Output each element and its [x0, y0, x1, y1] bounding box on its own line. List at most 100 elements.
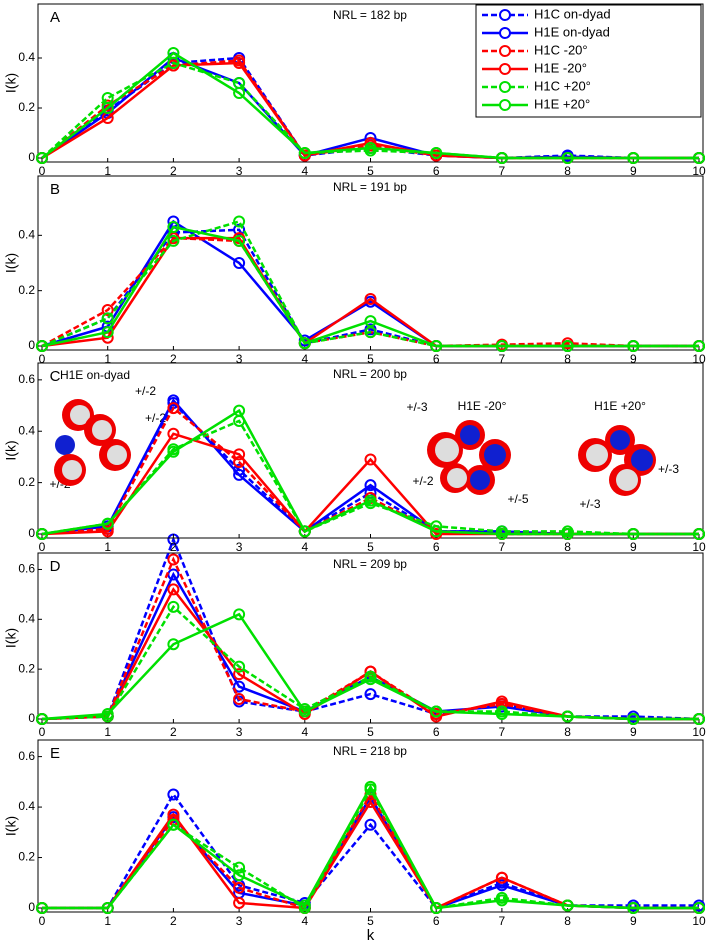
- x-tick-label: 0: [39, 540, 46, 554]
- data-point: [298, 147, 311, 159]
- legend-marker: [499, 27, 511, 39]
- data-point: [167, 553, 180, 566]
- data-point: [627, 340, 640, 352]
- data-point: [233, 404, 246, 417]
- x-tick-label: 3: [236, 352, 243, 366]
- x-tick-label: 6: [433, 914, 440, 928]
- data-point: [627, 528, 640, 540]
- x-tick-label: 9: [630, 725, 637, 739]
- series-line: [41, 612, 699, 721]
- y-axis-label: I(k): [3, 628, 19, 648]
- data-point: [233, 869, 246, 882]
- legend-marker: [499, 45, 511, 57]
- data-point: [36, 713, 48, 725]
- x-tick-label: 5: [367, 352, 374, 366]
- x-tick-label: 5: [367, 164, 374, 178]
- data-point: [298, 525, 311, 538]
- annotation: +/-3: [658, 462, 679, 476]
- y-tick-label: 0.6: [18, 372, 35, 386]
- x-tick-label: 6: [433, 540, 440, 554]
- data-point: [693, 152, 705, 164]
- data-point: [495, 871, 508, 884]
- legend-marker: [499, 81, 511, 93]
- data-point: [561, 152, 574, 164]
- data-point: [430, 525, 443, 538]
- x-tick-label: 9: [630, 540, 637, 554]
- data-point: [167, 445, 180, 458]
- data-point: [101, 304, 114, 317]
- y-axis-label: I(k): [3, 253, 19, 273]
- data-point: [36, 528, 48, 540]
- data-point: [627, 152, 640, 164]
- x-tick-label: 0: [39, 914, 46, 928]
- x-tick-label: 10: [692, 725, 706, 739]
- y-tick-label: 0.4: [18, 611, 35, 625]
- series-line: [42, 792, 699, 910]
- x-tick-label: 0: [39, 352, 46, 366]
- data-point: [364, 494, 377, 507]
- data-point: [101, 312, 114, 325]
- annotation: H1E -20°: [458, 399, 507, 413]
- panel-letter: D: [50, 558, 61, 575]
- x-tick-label: 3: [236, 164, 243, 178]
- data-point: [561, 899, 574, 912]
- x-tick-label: 0: [39, 725, 46, 739]
- x-tick-label: 7: [499, 914, 506, 928]
- data-point: [430, 340, 443, 352]
- panel-subtitle: NRL = 200 bp: [333, 367, 407, 381]
- data-point: [364, 479, 377, 492]
- data-point: [298, 337, 311, 350]
- x-tick-label: 0: [39, 164, 46, 178]
- data-point: [364, 780, 377, 793]
- data-point: [693, 528, 705, 540]
- x-tick-label: 2: [170, 352, 177, 366]
- x-tick-label: 1: [104, 914, 111, 928]
- panel: 0 1 2 3 4 5 6 7 8 9 10 0 0.2 0.4 I(k) A NRL = 182 bp H1C …: [3, 3, 706, 178]
- legend-label: H1C +20°: [534, 78, 591, 93]
- data-point: [233, 608, 246, 621]
- y-tick-label: 0: [28, 338, 35, 352]
- data-point: [693, 340, 705, 352]
- y-tick-label: 0.2: [18, 100, 35, 114]
- x-tick-label: 2: [170, 540, 177, 554]
- panel-letter: C: [50, 368, 61, 385]
- data-point: [298, 705, 311, 718]
- y-tick-label: 0.4: [18, 423, 35, 437]
- panel-subtitle: NRL = 182 bp: [333, 8, 407, 22]
- y-tick-label: 0.2: [18, 661, 35, 675]
- data-point: [167, 638, 180, 651]
- x-tick-label: 6: [433, 725, 440, 739]
- y-tick-label: 0: [28, 150, 35, 164]
- annotation: +/-2: [412, 474, 433, 488]
- data-point: [167, 818, 180, 831]
- data-point: [233, 57, 246, 69]
- panel-subtitle: NRL = 218 bp: [333, 744, 407, 758]
- x-tick-label: 5: [367, 540, 374, 554]
- x-tick-label: 10: [692, 352, 706, 366]
- x-tick-label: 6: [433, 164, 440, 178]
- data-point: [430, 902, 443, 914]
- x-tick-label: 5: [367, 725, 374, 739]
- y-axis-label: I(k): [3, 440, 19, 460]
- y-tick-label: 0: [28, 711, 35, 725]
- x-tick-label: 8: [564, 914, 571, 928]
- data-point: [167, 427, 180, 440]
- x-tick-label: 4: [301, 164, 308, 178]
- x-tick-label: 2: [170, 914, 177, 928]
- x-tick-label: 2: [170, 725, 177, 739]
- data-point: [36, 152, 48, 164]
- x-tick-label: 10: [692, 540, 706, 554]
- panel: 0 1 2 3 4 5 6 7 8 9 10 0 0.2 0.4 0.6 I(k) E NRL = 218 bp k: [3, 739, 706, 941]
- x-tick-label: 7: [499, 540, 506, 554]
- annotation: H1E +20°: [594, 399, 646, 413]
- data-point: [495, 340, 508, 352]
- legend-marker: [499, 99, 511, 111]
- data-point: [167, 600, 180, 613]
- data-point: [101, 902, 114, 914]
- x-tick-label: 8: [564, 164, 571, 178]
- y-tick-label: 0: [28, 526, 35, 540]
- data-point: [364, 315, 377, 328]
- y-tick-label: 0.2: [18, 283, 35, 297]
- x-tick-label: 9: [630, 914, 637, 928]
